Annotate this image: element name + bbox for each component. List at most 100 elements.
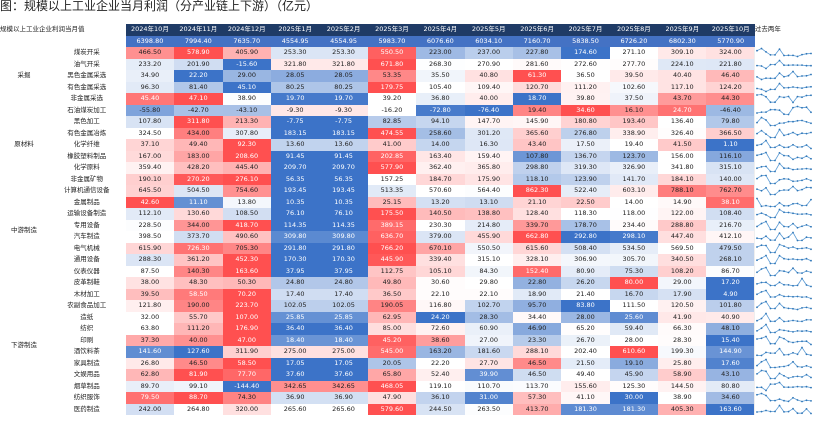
sparkline-point bbox=[783, 189, 786, 192]
industry-name: 电气机械 bbox=[73, 243, 100, 252]
sparkline-point bbox=[770, 182, 772, 185]
sparkline-point bbox=[770, 295, 772, 298]
sparkline-point bbox=[770, 342, 772, 345]
value-cell: 13.20 bbox=[416, 196, 465, 208]
value-cell: 315.10 bbox=[706, 162, 755, 174]
trend-cell bbox=[754, 346, 814, 358]
value-cell: 56.35 bbox=[270, 173, 320, 185]
value-cell: 36.10 bbox=[416, 392, 465, 404]
value-cell: 45.40 bbox=[125, 93, 175, 105]
value-cell: 47.10 bbox=[174, 93, 223, 105]
value-cell: 276.10 bbox=[222, 173, 271, 185]
sparkline-point bbox=[770, 170, 772, 173]
sparkline-point bbox=[792, 331, 795, 334]
sparkline-point bbox=[770, 366, 772, 369]
value-cell: 40.00 bbox=[464, 93, 513, 105]
value-cell: 75.30 bbox=[609, 265, 659, 277]
sparkline-point bbox=[801, 346, 804, 349]
sparkline-point bbox=[770, 77, 772, 80]
value-cell: 175.50 bbox=[367, 208, 417, 220]
value-cell: 28.00 bbox=[561, 311, 610, 323]
sparkline-point bbox=[788, 364, 790, 367]
value-cell: 25.15 bbox=[367, 196, 417, 208]
sparkline-point bbox=[810, 64, 813, 67]
trend-cell bbox=[754, 127, 814, 139]
value-cell: 127.60 bbox=[174, 346, 223, 358]
sparkline-point bbox=[801, 259, 804, 261]
value-cell: 268.30 bbox=[416, 58, 465, 70]
sparkline-point bbox=[779, 232, 781, 235]
value-cell: 141.60 bbox=[125, 346, 175, 358]
value-cell: 14.00 bbox=[416, 139, 465, 151]
sparkline-point bbox=[801, 385, 804, 388]
value-cell: 91.45 bbox=[270, 150, 320, 162]
table-row: 专用设备 228.50 344.00 418.70 114.35 114.35 389.15… bbox=[0, 219, 814, 231]
value-cell: 30.60 bbox=[416, 277, 465, 289]
value-cell: 136.70 bbox=[561, 150, 610, 162]
sparkline-point bbox=[806, 213, 808, 215]
value-cell: 183.15 bbox=[270, 127, 320, 139]
sparkline-point bbox=[756, 144, 759, 147]
sparkline-point bbox=[756, 132, 759, 135]
sparkline-point bbox=[756, 76, 759, 79]
sparkline-point bbox=[756, 319, 759, 322]
sparkline-point bbox=[792, 158, 795, 161]
sparkline-point bbox=[770, 124, 772, 127]
sparkline-point bbox=[797, 412, 799, 414]
value-cell: 43.70 bbox=[658, 93, 707, 105]
sparkline-point bbox=[779, 398, 781, 401]
month-header: 2024年11月 bbox=[174, 24, 223, 36]
value-cell: 359.40 bbox=[125, 162, 175, 174]
sparkline-point bbox=[801, 63, 804, 66]
value-cell: 37.60 bbox=[270, 369, 320, 381]
value-cell: 180.80 bbox=[561, 116, 610, 128]
value-cell: 65.20 bbox=[561, 323, 610, 335]
sparkline-point bbox=[761, 369, 763, 372]
sparkline-point bbox=[765, 394, 768, 397]
value-cell: 23.30 bbox=[512, 334, 562, 346]
sparkline-point bbox=[756, 121, 759, 124]
total-cell: 7635.70 bbox=[222, 35, 271, 47]
industry-name: 医药制造 bbox=[73, 404, 100, 413]
value-cell: 145.90 bbox=[512, 116, 562, 128]
value-cell: 28.30 bbox=[658, 334, 707, 346]
sparkline-path bbox=[757, 151, 812, 161]
value-cell: 24.20 bbox=[416, 311, 465, 323]
value-cell: 66.30 bbox=[658, 323, 707, 335]
value-cell: 155.60 bbox=[561, 380, 610, 392]
value-cell: 233.20 bbox=[125, 58, 175, 70]
sparkline-path bbox=[757, 117, 812, 127]
value-cell: 26.80 bbox=[125, 357, 175, 369]
sparkline-point bbox=[810, 179, 813, 182]
value-cell: 120.50 bbox=[658, 300, 707, 312]
value-cell: 265.60 bbox=[319, 403, 368, 415]
sparkline-point bbox=[801, 340, 804, 342]
sparkline-point bbox=[779, 201, 781, 204]
sparkline bbox=[756, 404, 813, 415]
sparkline-point bbox=[792, 231, 795, 234]
sparkline-point bbox=[792, 222, 795, 225]
sparkline bbox=[756, 70, 813, 81]
value-cell: 184.70 bbox=[416, 173, 465, 185]
sparkline-point bbox=[761, 302, 763, 305]
sparkline-point bbox=[761, 47, 763, 50]
sparkline-point bbox=[806, 204, 808, 207]
value-cell: 366.50 bbox=[706, 127, 755, 139]
sparkline-point bbox=[810, 412, 813, 415]
value-cell: 81.40 bbox=[174, 81, 223, 93]
value-cell: 120.70 bbox=[512, 81, 562, 93]
sparkline-point bbox=[761, 337, 763, 339]
sparkline-point bbox=[801, 204, 804, 207]
sparkline-point bbox=[783, 244, 786, 247]
value-cell: 193.45 bbox=[319, 185, 368, 197]
sparkline-point bbox=[770, 228, 772, 231]
value-cell: 29.00 bbox=[222, 70, 271, 82]
month-header: 2024年10月 bbox=[125, 24, 175, 36]
trend-cell bbox=[754, 311, 814, 323]
sparkline-point bbox=[810, 52, 813, 55]
sparkline-point bbox=[788, 386, 790, 388]
sparkline-point bbox=[788, 307, 790, 310]
trend-cell bbox=[754, 300, 814, 312]
value-cell: 298.80 bbox=[512, 162, 562, 174]
sparkline-point bbox=[788, 154, 790, 157]
